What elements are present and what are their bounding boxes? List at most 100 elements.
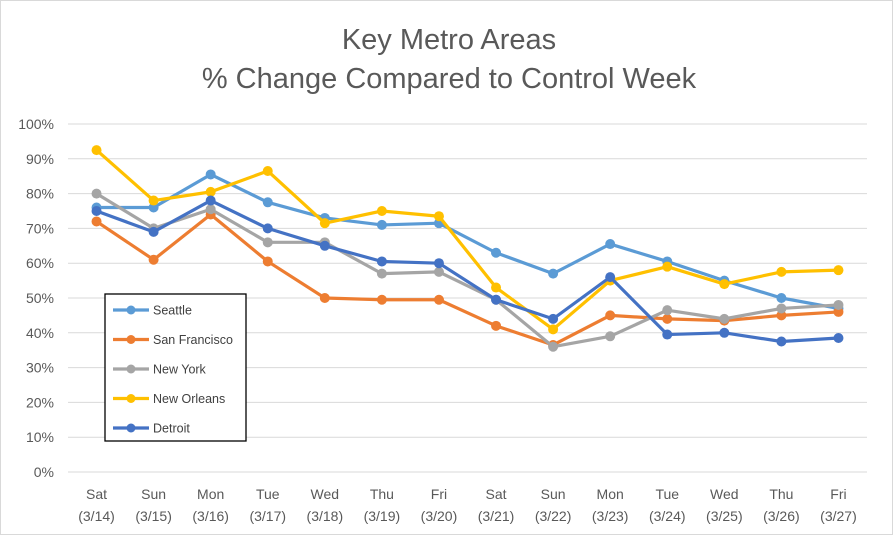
data-point <box>262 256 273 267</box>
x-axis-ticks: Sat (3/14) Sun (3/15) Mon (3/16) Tue (3/17) Wed (… <box>78 486 857 524</box>
y-tick-label: 90% <box>26 151 54 167</box>
legend-marker <box>126 305 136 315</box>
x-tick-label-date: (3/19) <box>364 508 401 524</box>
data-point <box>833 265 844 276</box>
data-point <box>491 247 502 258</box>
x-tick-label-date: (3/26) <box>763 508 800 524</box>
legend: Seattle San Francisco New York New Orleans D… <box>104 293 247 442</box>
x-tick-label-day: Fri <box>431 486 447 502</box>
y-tick-label: 100% <box>18 116 54 132</box>
data-point <box>262 237 273 248</box>
legend-marker <box>126 364 136 374</box>
data-point <box>148 202 159 213</box>
y-tick-label: 30% <box>26 360 54 376</box>
data-point <box>433 211 444 222</box>
data-point <box>776 293 787 303</box>
x-tick-label-date: (3/14) <box>78 508 115 524</box>
legend-label: Seattle <box>153 304 192 318</box>
x-tick-label-date: (3/25) <box>706 508 743 524</box>
x-tick-label-date: (3/16) <box>192 508 229 524</box>
x-tick-label-day: Thu <box>370 486 394 502</box>
y-tick-label: 60% <box>26 255 54 271</box>
data-point <box>491 282 502 293</box>
data-point <box>548 324 559 335</box>
x-tick-label-day: Tue <box>256 486 280 502</box>
data-point <box>719 313 730 324</box>
data-point <box>548 313 559 324</box>
x-tick-label-day: Thu <box>769 486 793 502</box>
x-tick-label-date: (3/22) <box>535 508 572 524</box>
x-tick-label-day: Mon <box>197 486 224 502</box>
data-point <box>376 256 387 267</box>
data-point <box>719 327 730 338</box>
data-point <box>148 254 159 265</box>
x-tick-label-day: Wed <box>710 486 739 502</box>
data-point <box>205 204 216 215</box>
data-point <box>262 165 273 176</box>
data-point <box>148 195 159 206</box>
data-point <box>548 341 559 352</box>
data-point <box>548 268 559 279</box>
series-lines <box>91 145 844 352</box>
y-tick-label: 70% <box>26 220 54 236</box>
data-point <box>262 223 273 234</box>
series-line <box>94 172 841 311</box>
data-point <box>376 268 387 279</box>
y-tick-label: 50% <box>26 290 54 306</box>
data-point <box>605 331 616 342</box>
data-point <box>262 197 273 208</box>
data-point <box>433 266 444 277</box>
data-point <box>91 188 102 199</box>
x-tick-label-date: (3/20) <box>421 508 458 524</box>
data-point <box>148 226 159 237</box>
x-tick-label-date: (3/18) <box>307 508 344 524</box>
data-point <box>433 294 444 305</box>
series-line <box>94 198 841 344</box>
data-point <box>205 186 216 197</box>
chart-title-line-1: Key Metro Areas <box>342 24 556 56</box>
x-tick-label-day: Mon <box>597 486 624 502</box>
data-point <box>719 279 730 290</box>
data-point <box>833 333 844 344</box>
data-point <box>205 195 216 206</box>
legend-marker <box>126 394 136 403</box>
series-line <box>94 192 841 349</box>
x-tick-label-day: Wed <box>311 486 340 502</box>
x-tick-label-date: (3/17) <box>249 508 286 524</box>
series-new-orleans <box>91 145 844 335</box>
x-tick-label-date: (3/27) <box>820 508 857 524</box>
data-point <box>205 169 216 180</box>
data-point <box>605 272 616 283</box>
x-tick-label-day: Fri <box>830 486 846 502</box>
series-line <box>94 148 841 331</box>
legend-label: New York <box>153 363 207 377</box>
data-point <box>776 266 787 277</box>
data-point <box>833 306 844 317</box>
x-tick-label-day: Sun <box>141 486 166 502</box>
data-point <box>776 303 787 314</box>
y-tick-label: 10% <box>26 429 54 445</box>
legend-marker <box>126 335 136 344</box>
y-tick-label: 80% <box>26 186 54 202</box>
data-point <box>833 299 844 310</box>
data-point <box>662 261 673 272</box>
legend-marker <box>126 423 136 433</box>
data-point <box>662 313 673 324</box>
x-tick-label-date: (3/21) <box>478 508 515 524</box>
data-point <box>662 329 673 340</box>
x-tick-label-date: (3/15) <box>135 508 172 524</box>
x-tick-label-day: Sat <box>86 486 107 502</box>
legend-label: New Orleans <box>153 392 225 406</box>
legend-label: Detroit <box>153 422 190 436</box>
x-tick-label-day: Sun <box>541 486 566 502</box>
x-tick-label-day: Tue <box>655 486 679 502</box>
data-point <box>319 240 330 251</box>
series-line <box>94 212 841 347</box>
data-point <box>376 206 387 216</box>
data-point <box>376 219 387 230</box>
data-point <box>662 305 673 316</box>
data-point <box>491 294 502 305</box>
data-point <box>491 320 502 331</box>
